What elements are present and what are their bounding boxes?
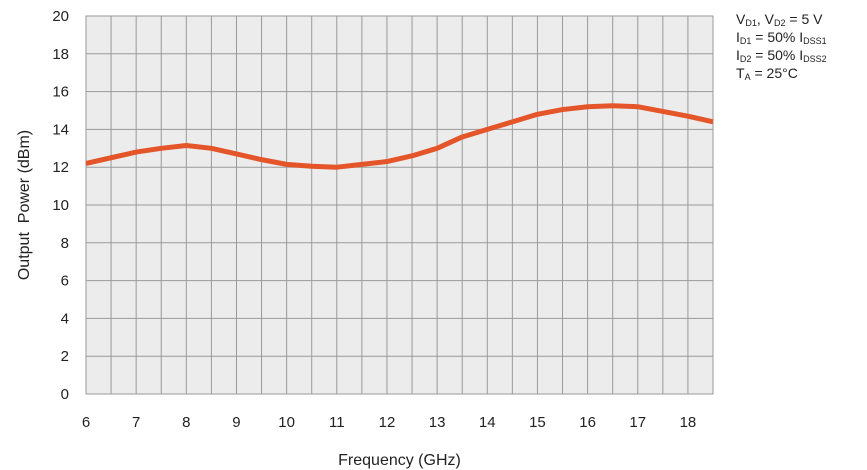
- y-tick-labels: 0 2 4 6 8 10 12 14 16 18 20: [52, 8, 69, 403]
- x-tick-label: 11: [329, 414, 345, 431]
- y-tick-label: 4: [61, 310, 69, 327]
- cond-value: = 25°C: [750, 65, 798, 81]
- x-tick-label: 7: [132, 414, 140, 431]
- cond-symbol: V: [764, 11, 774, 27]
- y-axis-label: Output Power (dBm): [16, 130, 33, 280]
- x-tick-label: 8: [182, 414, 190, 431]
- y-tick-label: 6: [61, 273, 69, 290]
- condition-ambient-temp: TA = 25°C: [736, 64, 827, 82]
- x-tick-label: 13: [429, 414, 446, 431]
- y-tick-label: 20: [52, 8, 69, 25]
- cond-separator: ,: [756, 11, 765, 27]
- series-layer: [85, 103, 714, 170]
- cond-subscript: D2: [773, 18, 786, 28]
- x-tick-label: 17: [629, 414, 646, 431]
- cond-symbol: I: [736, 29, 740, 45]
- y-tick-label: 10: [52, 197, 69, 214]
- cond-symbol: V: [736, 11, 746, 27]
- x-tick-label: 14: [479, 414, 496, 431]
- test-conditions: VD1, VD2 = 5 V ID1 = 50% IDSS1 ID2 = 50%…: [736, 10, 827, 82]
- cond-subscript: D1: [739, 36, 752, 46]
- x-tick-labels: 6 7 8 9 10 11 12 13 14 15 16 17 18: [82, 414, 696, 431]
- cond-value: = 50% I: [751, 47, 804, 63]
- x-tick-label: 12: [379, 414, 396, 431]
- grid-lines: [85, 15, 714, 395]
- condition-drain-current-2: ID2 = 50% IDSS2: [736, 46, 827, 64]
- cond-subscript: A: [744, 72, 751, 82]
- cond-subscript: D1: [745, 18, 757, 28]
- condition-drain-voltage: VD1, VD2 = 5 V: [736, 10, 827, 28]
- x-tick-label: 10: [278, 414, 295, 431]
- y-tick-label: 8: [61, 235, 69, 252]
- cond-subscript: D2: [739, 54, 752, 64]
- x-tick-label: 6: [82, 414, 90, 431]
- y-tick-label: 14: [52, 121, 69, 138]
- x-tick-label: 15: [529, 414, 546, 431]
- x-tick-label: 16: [579, 414, 596, 431]
- y-tick-label: 16: [52, 84, 69, 101]
- y-tick-label: 18: [52, 46, 69, 63]
- cond-value: = 5 V: [785, 11, 823, 27]
- cond-subscript: DSS1: [803, 36, 827, 46]
- cond-symbol: T: [736, 65, 745, 81]
- cond-symbol: I: [736, 47, 740, 63]
- y-tick-label: 12: [52, 159, 69, 176]
- cond-subscript: DSS2: [803, 54, 827, 64]
- plot-frame: [85, 15, 714, 395]
- cond-value: = 50% I: [751, 29, 804, 45]
- x-tick-label: 18: [680, 414, 697, 431]
- y-tick-label: 0: [61, 386, 69, 403]
- x-axis-label: Frequency (GHz): [338, 452, 461, 469]
- series-line-output-power: [85, 103, 714, 170]
- y-tick-label: 2: [61, 348, 69, 365]
- condition-drain-current-1: ID1 = 50% IDSS1: [736, 28, 827, 46]
- x-tick-label: 9: [232, 414, 240, 431]
